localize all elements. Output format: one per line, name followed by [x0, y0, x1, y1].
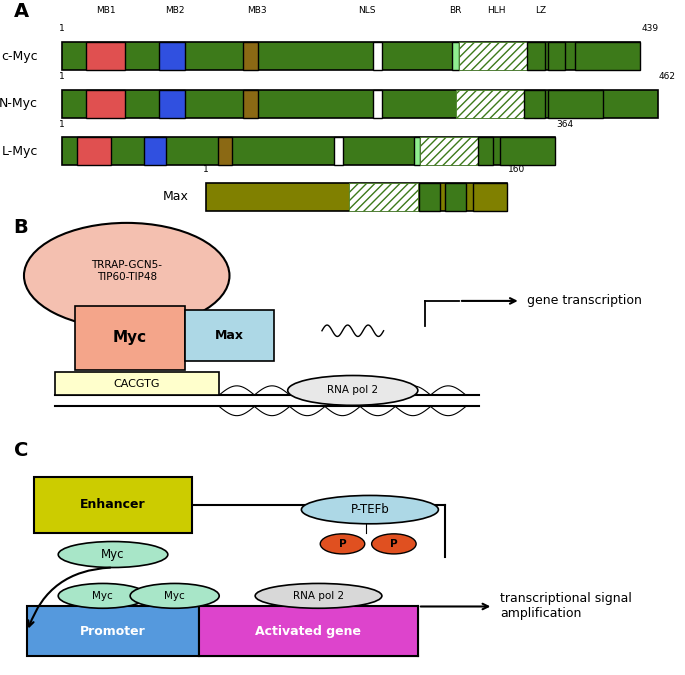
Text: Myc: Myc	[92, 591, 113, 601]
Bar	[445, 182, 466, 211]
Bar	[243, 90, 258, 117]
FancyBboxPatch shape	[27, 607, 199, 656]
Bar	[62, 137, 555, 165]
Bar	[206, 182, 507, 211]
Bar	[373, 90, 382, 117]
FancyBboxPatch shape	[34, 477, 192, 533]
Ellipse shape	[371, 534, 416, 554]
Ellipse shape	[130, 583, 219, 608]
FancyBboxPatch shape	[199, 607, 418, 656]
Bar	[62, 42, 640, 70]
Ellipse shape	[58, 583, 147, 608]
Bar	[77, 137, 111, 165]
Text: 462: 462	[658, 72, 675, 81]
Text: 1: 1	[203, 165, 208, 174]
Bar	[243, 42, 258, 70]
Text: NLS: NLS	[358, 7, 375, 16]
Bar	[62, 90, 658, 117]
Text: TRRAP-GCN5-
TIP60-TIP48: TRRAP-GCN5- TIP60-TIP48	[91, 261, 162, 282]
Text: MB1: MB1	[97, 7, 116, 16]
Bar	[334, 137, 342, 165]
Ellipse shape	[255, 583, 382, 608]
Text: 1: 1	[59, 72, 64, 81]
Text: LZ: LZ	[536, 7, 547, 16]
FancyBboxPatch shape	[55, 372, 219, 395]
Text: C: C	[14, 441, 28, 460]
Text: gene transcription: gene transcription	[527, 294, 643, 307]
Text: A: A	[14, 2, 29, 21]
Text: 1: 1	[59, 24, 64, 34]
Text: Myc: Myc	[113, 330, 147, 345]
Text: transcriptional signal
amplification: transcriptional signal amplification	[500, 593, 632, 620]
FancyBboxPatch shape	[75, 306, 185, 370]
Text: P-TEFb: P-TEFb	[351, 503, 389, 516]
Text: Promoter: Promoter	[80, 625, 146, 638]
Bar	[159, 42, 185, 70]
Bar	[473, 182, 507, 211]
Bar	[548, 90, 603, 117]
Text: c-Myc: c-Myc	[1, 50, 38, 63]
Text: BR: BR	[449, 7, 462, 16]
Bar	[420, 137, 478, 165]
Bar	[459, 42, 527, 70]
Bar	[86, 42, 125, 70]
Text: RNA pol 2: RNA pol 2	[327, 385, 378, 396]
Bar	[575, 42, 640, 70]
Bar	[452, 42, 459, 70]
Text: P: P	[390, 539, 398, 549]
Ellipse shape	[24, 223, 229, 329]
Bar	[524, 90, 545, 117]
Bar	[419, 182, 440, 211]
Ellipse shape	[320, 534, 365, 554]
Bar	[548, 42, 565, 70]
Bar	[456, 90, 524, 117]
Text: 1: 1	[59, 119, 64, 128]
Text: 364: 364	[556, 119, 573, 128]
Text: P: P	[338, 539, 347, 549]
Ellipse shape	[288, 375, 418, 405]
Text: RNA pol 2: RNA pol 2	[293, 591, 344, 601]
Bar	[144, 137, 166, 165]
Text: HLH: HLH	[487, 7, 506, 16]
Text: Myc: Myc	[164, 591, 185, 601]
Text: 160: 160	[508, 165, 525, 174]
Ellipse shape	[58, 541, 168, 568]
Bar	[500, 137, 555, 165]
Bar	[527, 42, 545, 70]
Bar	[86, 90, 125, 117]
Bar	[478, 137, 493, 165]
Text: Activated gene: Activated gene	[256, 625, 361, 638]
Text: N-Myc: N-Myc	[0, 97, 38, 110]
Text: MB3: MB3	[247, 7, 266, 16]
Text: Myc: Myc	[101, 548, 125, 561]
Text: Max: Max	[215, 329, 244, 342]
FancyBboxPatch shape	[185, 310, 274, 360]
Text: MB2: MB2	[165, 7, 184, 16]
Bar	[414, 137, 420, 165]
Text: Max: Max	[162, 190, 188, 203]
Bar	[218, 137, 232, 165]
Bar	[373, 42, 382, 70]
Text: Enhancer: Enhancer	[80, 498, 146, 512]
Text: CACGTG: CACGTG	[114, 379, 160, 389]
Bar	[349, 182, 418, 211]
Text: B: B	[14, 218, 29, 238]
Ellipse shape	[301, 495, 438, 524]
Bar	[159, 90, 185, 117]
Text: 439: 439	[641, 24, 658, 34]
Text: L-Myc: L-Myc	[1, 144, 38, 158]
